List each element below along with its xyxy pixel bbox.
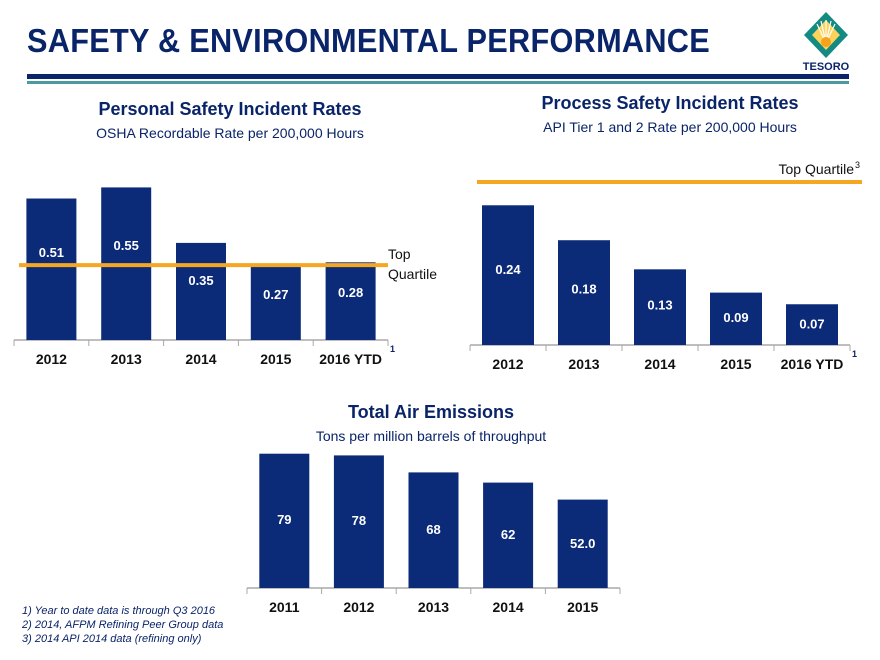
bar-2016-ytd — [325, 262, 376, 340]
footnote-2: 2) 2014, AFPM Refining Peer Group data — [22, 619, 224, 631]
top-quartile-label: Quartile — [388, 266, 437, 282]
bar-2015 — [710, 292, 762, 345]
header-rule-navy — [27, 74, 849, 79]
x-tick-label: 2013 — [568, 356, 599, 372]
chart2-subtitle: API Tier 1 and 2 Rate per 200,000 Hours — [543, 119, 797, 135]
header-rule-teal — [27, 81, 849, 84]
category-footnote-marker: 1 — [852, 349, 857, 359]
bar-2014 — [634, 269, 686, 345]
data-label: 0.55 — [114, 238, 139, 253]
bar-2012 — [26, 198, 77, 340]
top-quartile-label: Top — [388, 246, 411, 262]
tesoro-logo: TESORO — [795, 10, 857, 73]
chart2-title: Process Safety Incident Rates — [541, 93, 799, 113]
chart3-subtitle: Tons per million barrels of throughput — [315, 428, 547, 444]
data-label: 62 — [501, 527, 515, 542]
bar-2011 — [259, 453, 310, 588]
x-tick-label: 2016 YTD — [319, 351, 382, 367]
data-label: 79 — [277, 512, 291, 527]
x-tick-label: 2011 — [269, 599, 300, 615]
data-label: 0.07 — [799, 317, 824, 332]
chart1-subtitle: OSHA Recordable Rate per 200,000 Hours — [96, 125, 364, 141]
personal-safety-chart: 0.51 2012 0.55 2013 0.35 2014 0.27 2015 0.28 2016… — [13, 187, 437, 367]
data-label: 0.28 — [338, 285, 363, 300]
bar-2015 — [250, 265, 301, 340]
data-label: 0.18 — [571, 281, 596, 296]
x-tick-label: 2014 — [493, 599, 524, 615]
top-quartile-label: Top Quartile — [779, 161, 855, 177]
data-label: 0.24 — [495, 262, 521, 277]
data-label: 0.27 — [263, 287, 288, 302]
bar-2015 — [557, 499, 608, 588]
x-tick-label: 2012 — [343, 599, 374, 615]
x-tick-label: 2014 — [644, 356, 675, 372]
x-tick-label: 2015 — [720, 356, 751, 372]
footnote-1: 1) Year to date data is through Q3 2016 — [22, 605, 216, 617]
data-label: 68 — [426, 522, 440, 537]
x-tick-label: 2016 YTD — [781, 356, 844, 372]
data-label: 0.09 — [723, 310, 748, 325]
page-title: SAFETY & ENVIRONMENTAL PERFORMANCE — [27, 22, 711, 59]
chart1-title: Personal Safety Incident Rates — [98, 99, 362, 119]
x-tick-label: 2014 — [185, 351, 216, 367]
x-tick-label: 2013 — [418, 599, 449, 615]
bar-2012 — [482, 205, 534, 345]
bar-2016-ytd — [786, 304, 838, 345]
data-label: 0.13 — [647, 297, 672, 312]
x-tick-label: 2012 — [36, 351, 67, 367]
x-tick-label: 2015 — [260, 351, 291, 367]
bar-2012 — [333, 455, 384, 588]
bar-2013 — [408, 472, 459, 588]
data-label: 0.35 — [188, 273, 213, 288]
footnotes: 1) Year to date data is through Q3 2016 … — [22, 604, 223, 646]
data-label: 52.0 — [570, 536, 595, 551]
bar-2013 — [558, 240, 610, 345]
x-tick-label: 2012 — [492, 356, 523, 372]
bar-2014 — [176, 242, 226, 340]
x-tick-label: 2015 — [567, 599, 598, 615]
process-safety-chart: 0.24 2012 0.18 2013 0.13 2014 0.09 2015 0.07 2016… — [469, 160, 862, 372]
x-tick-label: 2013 — [111, 351, 142, 367]
tesoro-diamond-icon: TESORO — [803, 12, 850, 73]
logo-text: TESORO — [803, 61, 850, 72]
bar-2014 — [483, 482, 534, 588]
chart3-title: Total Air Emissions — [347, 402, 515, 422]
air-emissions-chart: 79 2011 78 2012 68 2013 62 2014 52.0 2015 — [246, 453, 621, 615]
data-label: 78 — [352, 513, 366, 528]
footnote-3: 3) 2014 API 2014 data (refining only) — [22, 633, 202, 645]
data-label: 0.51 — [39, 245, 64, 260]
top-quartile-footnote: 3 — [855, 160, 860, 170]
category-footnote-marker: 1 — [390, 344, 395, 354]
